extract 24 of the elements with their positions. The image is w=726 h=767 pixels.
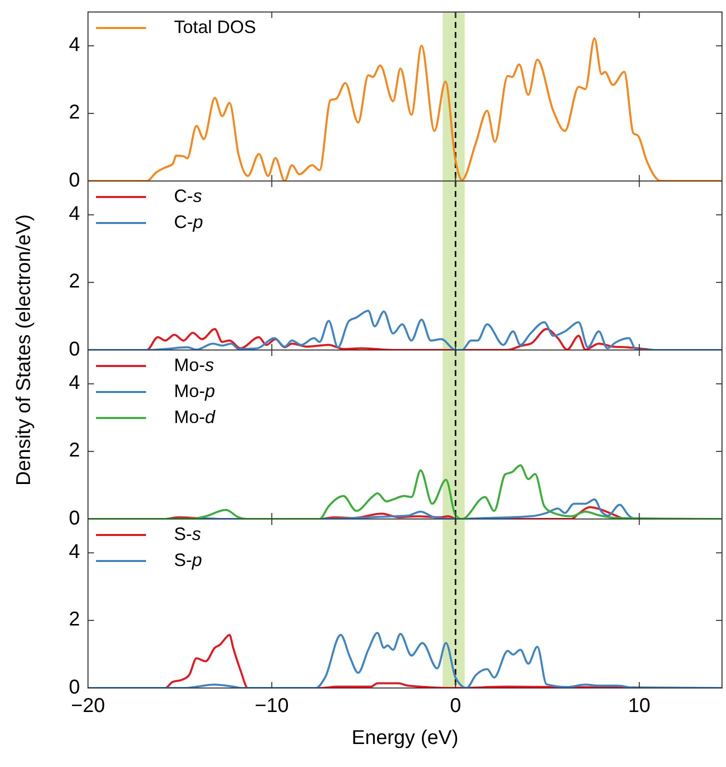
y-axis-title: Density of States (electron/eV) [13,214,35,486]
y-tick-label: 2 [68,608,80,631]
y-tick-label: 0 [68,338,80,360]
legend-label: S-p [174,550,202,570]
x-axis-title: Energy (eV) [352,727,458,749]
legend-label: Mo-p [174,380,216,401]
y-tick-label: 2 [68,102,80,124]
legend-label: C-s [174,186,202,206]
legend-label: Mo-s [174,354,214,375]
y-tick-label: 0 [68,507,80,530]
x-tick-label: −10 [254,695,289,717]
x-tick-label: 10 [628,695,650,717]
y-tick-label: 2 [68,440,80,462]
legend-label: C-p [174,212,204,232]
x-tick-label: 0 [450,695,462,717]
y-tick-label: 0 [68,169,80,192]
y-tick-label: 4 [68,203,80,226]
y-tick-label: 2 [68,270,80,293]
y-tick-label: 4 [68,541,80,564]
y-tick-label: 4 [68,34,80,56]
legend-label: Mo-d [174,406,216,427]
legend-label: Total DOS [174,16,256,37]
legend-label: S-s [174,524,201,544]
y-tick-label: 4 [68,372,80,394]
